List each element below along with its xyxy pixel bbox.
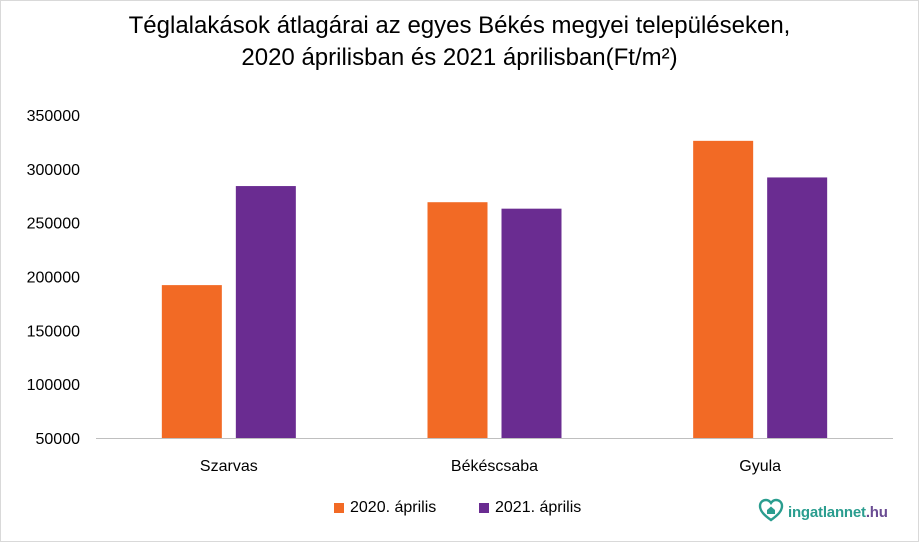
y-tick-label: 250000	[27, 216, 80, 233]
y-tick-label: 150000	[27, 323, 80, 340]
x-category-label: Békéscsaba	[451, 458, 538, 475]
house-heart-icon	[758, 497, 784, 528]
legend: 2020. április 2021. április	[0, 499, 919, 521]
logo-text: ingatlannet.hu	[788, 504, 888, 521]
legend-item-2020: 2020. április	[334, 499, 436, 517]
y-tick-label: 350000	[27, 108, 80, 125]
bar-békéscsaba-2020	[427, 202, 488, 438]
chart-title-line-1: Téglalakások átlagárai az egyes Békés me…	[128, 12, 791, 39]
legend-label-2020: 2020. április	[350, 499, 437, 516]
ingatlannet-logo: ingatlannet.hu	[758, 497, 888, 528]
bar-szarvas-2020	[161, 285, 222, 438]
bar-gyula-2020	[693, 140, 754, 438]
legend-swatch-2020	[334, 503, 344, 513]
bar-békéscsaba-2021	[501, 208, 562, 438]
bar-gyula-2021	[767, 177, 828, 439]
x-category-label: Szarvas	[200, 458, 258, 475]
x-category-label: Gyula	[739, 458, 781, 475]
logo-name: ingatlannet	[788, 504, 866, 521]
chart-title: Téglalakások átlagárai az egyes Békés me…	[0, 10, 919, 74]
legend-item-2021: 2021. április	[479, 499, 581, 517]
y-tick-label: 300000	[27, 162, 80, 179]
y-tick-label: 50000	[36, 431, 81, 448]
logo-tld: .hu	[865, 504, 888, 521]
y-tick-label: 100000	[27, 377, 80, 394]
legend-label-2021: 2021. április	[495, 499, 582, 516]
chart-title-line-2: 2020 áprilisban és 2021 áprilisban(Ft/m²…	[241, 44, 678, 71]
y-tick-label: 200000	[27, 270, 80, 287]
bar-szarvas-2021	[235, 186, 296, 438]
legend-swatch-2021	[479, 503, 489, 513]
